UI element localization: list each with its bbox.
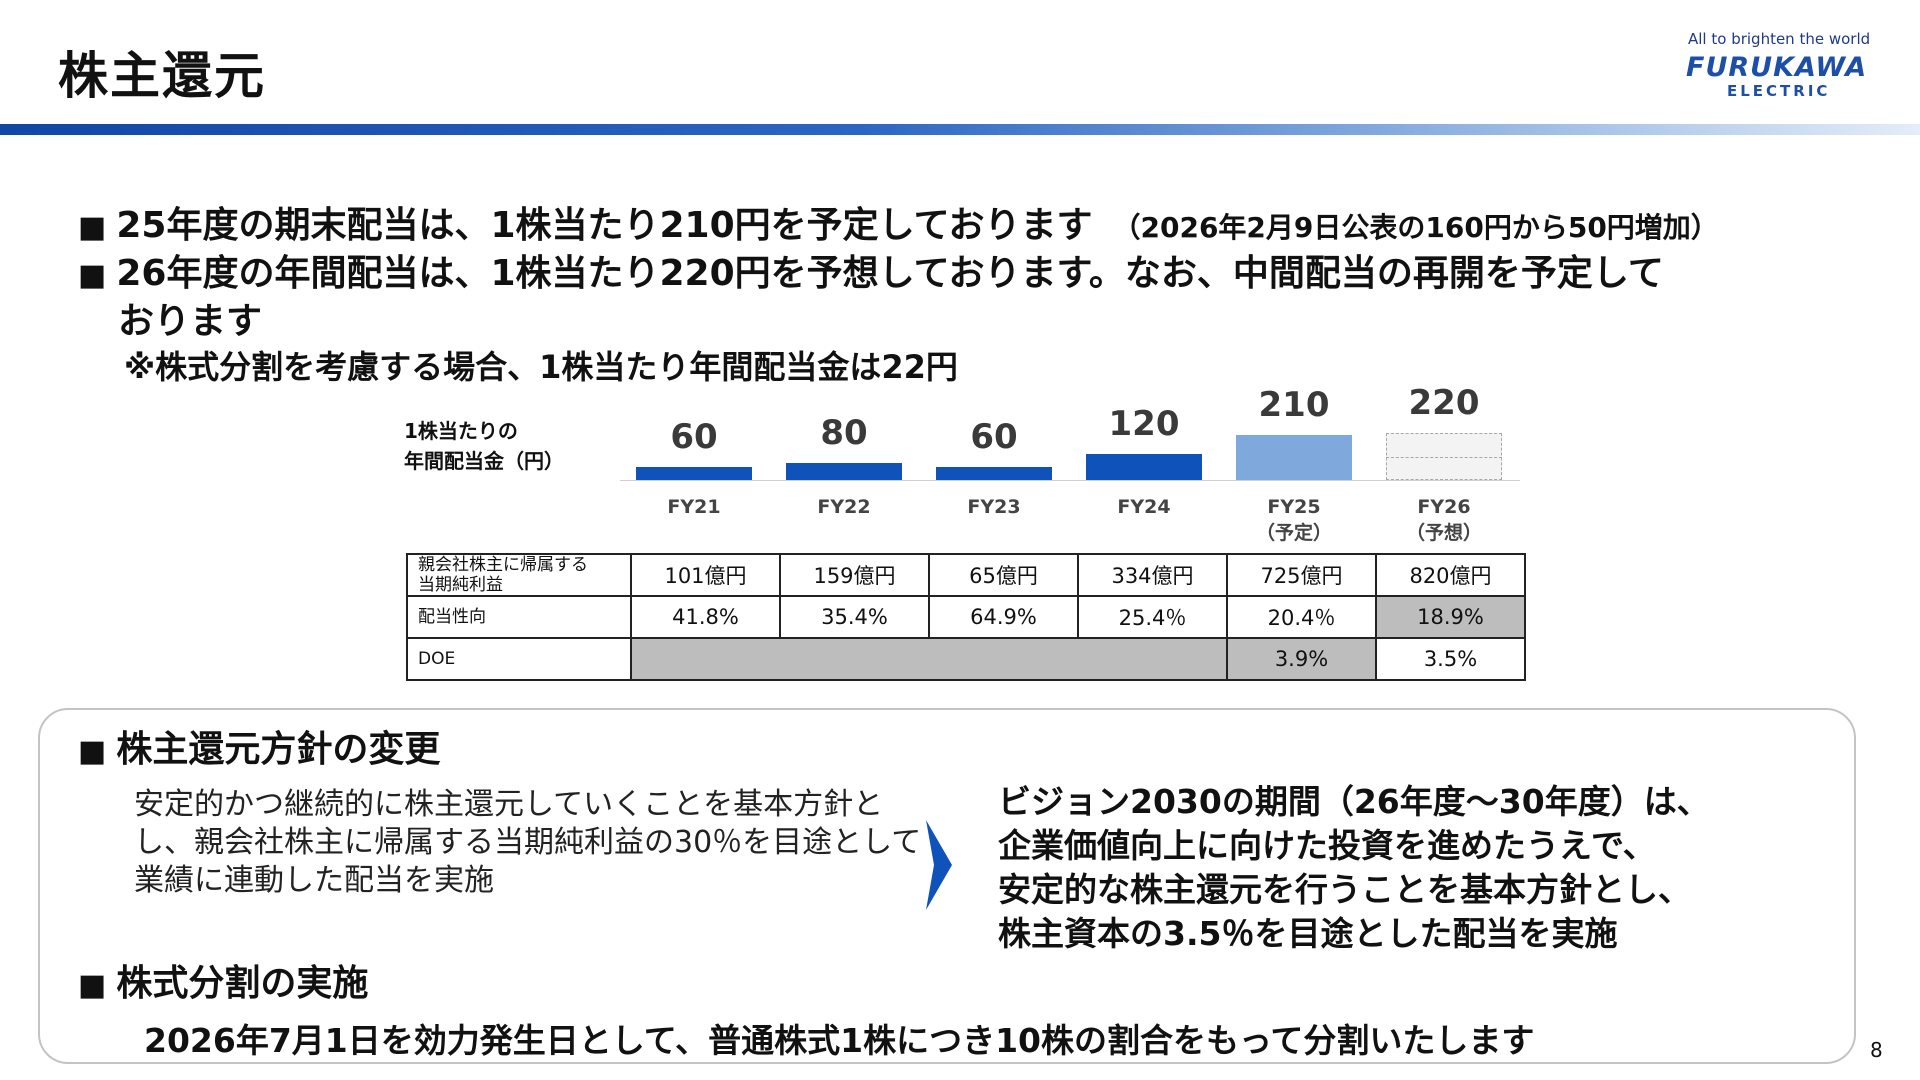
row-header-line: 当期純利益 [418, 575, 503, 595]
category-label: FY24 [1117, 496, 1171, 518]
table-cell: 20.4％ [1226, 595, 1377, 639]
bar-fy21 [636, 467, 752, 480]
new-policy-text: ビジョン2030の期間（26年度～30年度）は、 企業価値向上に向けた投資を進め… [998, 782, 1710, 953]
financial-table: 親会社株主に帰属する 当期純利益 101億円 159億円 65億円 334億円 7… [406, 553, 1526, 681]
bar-fy25 [1236, 435, 1352, 480]
logo-tagline: All to brighten the world [1688, 30, 1871, 48]
split-heading: ■ 株式分割の実施 [78, 963, 369, 1004]
bar-value-label: 220 [1408, 383, 1480, 423]
table-cell: 3.9% [1226, 637, 1377, 681]
category-axis-tick: FY25 （予定） [1224, 494, 1364, 546]
row-header-line: 親会社株主に帰属する [418, 555, 588, 575]
category-axis-tick: FY24 [1074, 494, 1214, 520]
table-row-net-income: 親会社株主に帰属する 当期純利益 101億円 159億円 65億円 334億円 7… [406, 553, 1526, 597]
page-number: 8 [1870, 1038, 1883, 1062]
chevron-right-icon [926, 820, 952, 910]
bullet-fy26-dividend: ■ 26年度の年間配当は、1株当たり220円を予想しております。なお、中間配当の再… [78, 253, 1664, 294]
bar-value-label: 60 [670, 417, 718, 457]
policy-heading: ■ 株主還元方針の変更 [78, 729, 441, 770]
table-cell: 101億円 [630, 553, 781, 597]
chart-ylabel: 1株当たりの 年間配当金（円） [404, 419, 564, 473]
company-logo: FURUKAWA [1686, 52, 1868, 83]
square-bullet-icon: ■ [78, 258, 107, 293]
table-cell: 3.5% [1375, 637, 1526, 681]
square-bullet-icon: ■ [78, 734, 107, 769]
category-label: FY25 [1267, 496, 1321, 518]
bar-value-label: 120 [1108, 404, 1180, 444]
table-cell: 65億円 [928, 553, 1079, 597]
bar-value-label: 210 [1258, 385, 1330, 425]
split-text: 2026年7月1日を効力発生日として、普通株式1株につき10株の割合をもって分割… [144, 1021, 1535, 1060]
category-note: （予定） [1255, 522, 1332, 544]
page-title: 株主還元 [58, 47, 266, 105]
bar-divider [1386, 456, 1502, 458]
bullet-fy25-note: （2026年2月9日公表の160円から50円増加） [1112, 211, 1719, 244]
table-row-doe: DOE 3.9% 3.5% [406, 637, 1526, 681]
table-cell: 725億円 [1226, 553, 1377, 597]
bar-value-label: 80 [820, 413, 868, 453]
category-axis-tick: FY23 [924, 494, 1064, 520]
table-cell-empty [630, 637, 1228, 681]
bar-value-label: 60 [970, 417, 1018, 457]
header-divider [0, 124, 1920, 135]
table-cell: 41.8% [630, 595, 781, 639]
category-label: FY26 [1417, 496, 1471, 518]
square-bullet-icon: ■ [78, 968, 107, 1003]
previous-policy-text: 安定的かつ継続的に株主還元していくことを基本方針とし、親会社株主に帰属する当期純… [134, 787, 922, 898]
square-bullet-icon: ■ [78, 210, 107, 245]
bullet-fy26-continuation: おります [118, 301, 263, 342]
row-header-net-income: 親会社株主に帰属する 当期純利益 [406, 553, 632, 597]
bullet-fy25-dividend: ■ 25年度の期末配当は、1株当たり210円を予定しております （2026年2月9日… [78, 205, 1719, 246]
row-header-payout-ratio: 配当性向 [406, 595, 632, 639]
table-cell: 820億円 [1375, 553, 1526, 597]
bar-fy22 [786, 463, 902, 480]
table-cell: 18.9% [1375, 595, 1526, 639]
row-header-doe: DOE [406, 637, 632, 681]
chart-baseline [620, 480, 1520, 481]
category-label: FY21 [667, 496, 721, 518]
policy-box [38, 708, 1856, 1064]
category-axis-tick: FY21 [624, 494, 764, 520]
table-cell: 35.4% [779, 595, 930, 639]
table-row-payout-ratio: 配当性向 41.8% 35.4% 64.9% 25.4％ 20.4％ 18.9% [406, 595, 1526, 639]
category-label: FY23 [967, 496, 1021, 518]
table-cell: 334億円 [1077, 553, 1228, 597]
category-axis-tick: FY22 [774, 494, 914, 520]
category-axis-tick: FY26 （予想） [1374, 494, 1514, 546]
bar-fy24 [1086, 454, 1202, 480]
category-note: （予想） [1405, 522, 1482, 544]
table-cell: 25.4％ [1077, 595, 1228, 639]
category-label: FY22 [817, 496, 871, 518]
company-logo-sub: ELECTRIC [1727, 82, 1831, 100]
bar-fy23 [936, 467, 1052, 480]
stock-split-note: ※株式分割を考慮する場合、1株当たり年間配当金は22円 [124, 348, 958, 386]
table-cell: 64.9% [928, 595, 1079, 639]
table-cell: 159億円 [779, 553, 930, 597]
